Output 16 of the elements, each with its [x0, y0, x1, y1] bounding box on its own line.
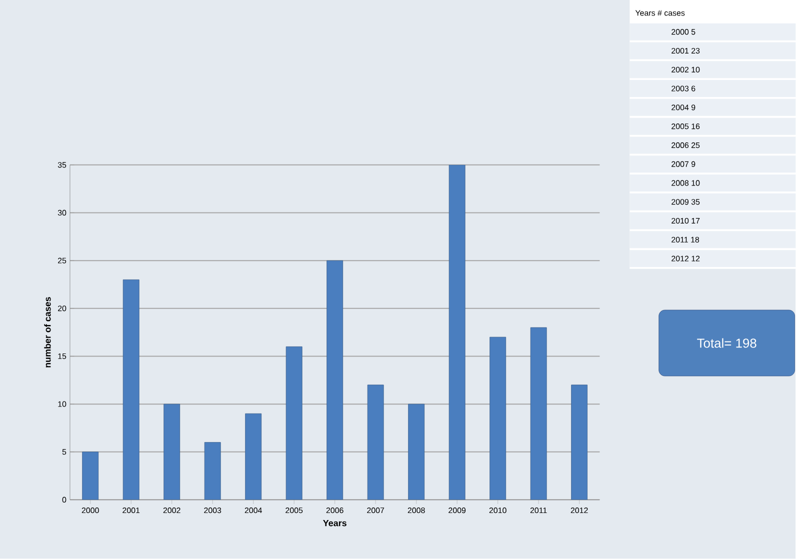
bar: [448, 165, 466, 500]
x-axis-title: Years: [323, 520, 346, 526]
text: Total= 198: [697, 338, 756, 348]
bar: [122, 280, 140, 500]
bar: [408, 404, 425, 500]
bar: [82, 452, 99, 500]
bar: [245, 414, 262, 500]
bar: [367, 384, 384, 500]
bar: [571, 384, 588, 500]
bar: [164, 404, 180, 500]
y-axis-title: number of cases: [44, 297, 51, 368]
bar: [490, 337, 506, 500]
bar: [530, 327, 547, 500]
bar: [286, 346, 302, 500]
bar: [204, 442, 221, 500]
bar: [326, 260, 344, 500]
